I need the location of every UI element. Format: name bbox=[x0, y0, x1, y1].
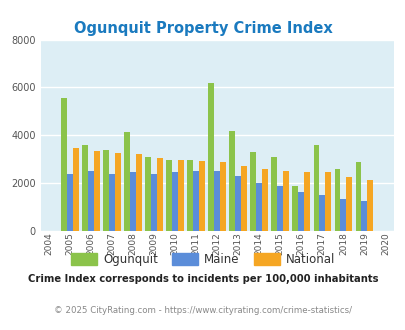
Bar bbox=[82, 145, 88, 231]
Bar bbox=[360, 201, 367, 231]
Bar bbox=[187, 160, 193, 231]
Bar bbox=[319, 195, 324, 231]
Bar bbox=[283, 171, 288, 231]
Bar bbox=[67, 174, 73, 231]
Bar bbox=[220, 162, 226, 231]
Bar bbox=[256, 183, 262, 231]
Bar bbox=[94, 151, 100, 231]
Bar bbox=[313, 145, 319, 231]
Bar bbox=[178, 160, 183, 231]
Text: © 2025 CityRating.com - https://www.cityrating.com/crime-statistics/: © 2025 CityRating.com - https://www.city… bbox=[54, 306, 351, 315]
Bar bbox=[124, 132, 130, 231]
Bar bbox=[103, 150, 109, 231]
Bar bbox=[292, 185, 298, 231]
Bar bbox=[88, 171, 94, 231]
Bar bbox=[324, 172, 330, 231]
Bar bbox=[334, 169, 339, 231]
Bar bbox=[339, 199, 345, 231]
Bar bbox=[198, 161, 205, 231]
Bar bbox=[229, 130, 235, 231]
Bar bbox=[345, 177, 351, 231]
Bar bbox=[193, 171, 198, 231]
Bar bbox=[355, 162, 360, 231]
Bar bbox=[214, 171, 220, 231]
Bar bbox=[241, 166, 247, 231]
Bar bbox=[151, 174, 157, 231]
Legend: Ogunquit, Maine, National: Ogunquit, Maine, National bbox=[66, 248, 339, 271]
Bar bbox=[271, 157, 277, 231]
Bar bbox=[367, 180, 372, 231]
Bar bbox=[303, 172, 309, 231]
Text: Ogunquit Property Crime Index: Ogunquit Property Crime Index bbox=[73, 21, 332, 36]
Bar bbox=[115, 153, 121, 231]
Bar bbox=[235, 176, 241, 231]
Bar bbox=[61, 98, 67, 231]
Bar bbox=[73, 148, 79, 231]
Bar bbox=[157, 158, 162, 231]
Bar bbox=[166, 160, 172, 231]
Bar bbox=[208, 83, 214, 231]
Text: Crime Index corresponds to incidents per 100,000 inhabitants: Crime Index corresponds to incidents per… bbox=[28, 274, 377, 284]
Bar bbox=[145, 157, 151, 231]
Bar bbox=[172, 172, 178, 231]
Bar bbox=[109, 174, 115, 231]
Bar bbox=[250, 152, 256, 231]
Bar bbox=[130, 172, 136, 231]
Bar bbox=[298, 191, 303, 231]
Bar bbox=[262, 169, 267, 231]
Bar bbox=[277, 185, 283, 231]
Bar bbox=[136, 154, 142, 231]
